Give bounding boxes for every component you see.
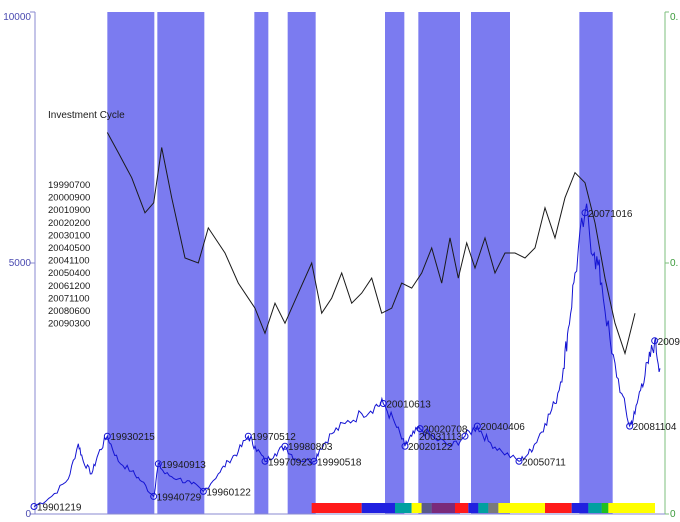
- annotation-marker-2: [103, 432, 111, 440]
- investment-cycle-line: [106, 132, 636, 356]
- annotation-marker-6: [244, 432, 252, 440]
- cycle-date-3: 20010900: [48, 205, 90, 216]
- cycle-date-7: 20041100: [48, 256, 90, 267]
- left-tick-label-0: 0: [25, 509, 31, 520]
- shaded-period-1: [107, 12, 155, 514]
- right-tick-label-0: 0: [670, 509, 676, 520]
- left-tick-label-2: 10000: [3, 12, 31, 23]
- annotation-marker-9: [310, 457, 318, 465]
- annotation-marker-5: [199, 487, 207, 495]
- cycle-title: Investment Cycle: [48, 110, 125, 121]
- annotation-label-2: 19930215: [110, 432, 155, 443]
- annotation-label-18: 20090804: [658, 337, 680, 348]
- cycle-date-11: 20080600: [48, 306, 90, 317]
- strip-segment-12: [545, 503, 572, 513]
- strip-segment-16: [608, 503, 655, 513]
- cycle-date-4: 20020200: [48, 218, 90, 229]
- annotation-label-8: 19980803: [288, 442, 333, 453]
- right-tick-label-1: 0.: [670, 258, 678, 269]
- cycle-date-1: 19990700: [48, 180, 90, 191]
- index-line: [33, 203, 661, 507]
- strip-segment-11: [498, 503, 545, 513]
- strip-segment-6: [431, 503, 455, 513]
- left-axis-ticks: 0 5000 10000: [3, 11, 35, 520]
- shaded-periods: [107, 12, 613, 514]
- annotation-marker-1: [30, 502, 38, 510]
- shaded-period-5: [385, 12, 405, 514]
- annotation-marker-7: [261, 457, 269, 465]
- annotation-marker-8: [281, 442, 289, 450]
- strip-segment-9: [478, 503, 489, 513]
- annotation-label-17: 20081104: [633, 422, 677, 433]
- annotation-marker-10: [379, 400, 387, 408]
- annotation-label-4: 19940913: [161, 460, 206, 471]
- strip-segment-15: [601, 503, 609, 513]
- strip-segment-8: [468, 503, 479, 513]
- annotation-marker-11: [401, 442, 409, 450]
- cycle-date-10: 20071100: [48, 293, 90, 304]
- annotation-label-7: 19970923: [268, 457, 313, 468]
- cycle-date-2: 20000900: [48, 193, 90, 204]
- date-annotations: 19901219 19930215 19940729 19940913 19960122…: [30, 209, 680, 513]
- strip-segment-13: [571, 503, 589, 513]
- annotation-label-6: 19970512: [251, 432, 296, 443]
- annotation-marker-3: [150, 492, 158, 500]
- strip-segment-2: [361, 503, 395, 513]
- shaded-period-4: [287, 12, 316, 514]
- annotation-marker-16: [581, 209, 589, 217]
- annotation-marker-17: [626, 422, 634, 430]
- color-strip: [311, 503, 655, 513]
- annotation-marker-12: [416, 425, 424, 433]
- right-axis-ticks: 0 0. 0.: [665, 11, 678, 520]
- annotation-label-3: 19940729: [157, 492, 202, 503]
- annotation-label-15: 20050711: [522, 457, 566, 468]
- shaded-period-3: [254, 12, 269, 514]
- strip-segment-4: [411, 503, 422, 513]
- annotation-label-1: 19901219: [37, 502, 82, 513]
- left-tick-label-1: 5000: [9, 258, 32, 269]
- strip-segment-5: [421, 503, 432, 513]
- cycle-date-12: 20090300: [48, 319, 90, 330]
- shaded-period-2: [157, 12, 205, 514]
- annotation-marker-18: [651, 337, 659, 345]
- annotation-label-9: 19990518: [317, 457, 362, 468]
- annotation-marker-14: [473, 422, 481, 430]
- cycle-date-9: 20061200: [48, 281, 90, 292]
- strip-segment-7: [455, 503, 469, 513]
- annotation-label-11: 20020122: [408, 442, 453, 453]
- strip-segment-3: [395, 503, 412, 513]
- strip-segment-14: [588, 503, 602, 513]
- strip-segment-1: [311, 503, 362, 513]
- cycle-date-6: 20040500: [48, 243, 90, 254]
- annotation-label-14: 20040406: [480, 422, 525, 433]
- annotation-label-16: 20071016: [588, 209, 633, 220]
- cycle-date-8: 20050400: [48, 268, 90, 279]
- annotation-marker-15: [515, 457, 523, 465]
- strip-segment-10: [488, 503, 499, 513]
- annotation-marker-4: [154, 460, 162, 468]
- annotation-label-5: 19960122: [206, 487, 251, 498]
- cycle-date-5: 20030100: [48, 230, 90, 241]
- annotation-label-13: 20031113: [419, 432, 462, 443]
- annotation-label-10: 20010613: [386, 400, 431, 411]
- shaded-period-7: [471, 12, 510, 514]
- right-tick-label-2: 0.: [670, 12, 678, 23]
- annotation-marker-13: [461, 432, 469, 440]
- annotation-label-12: 20020708: [423, 425, 468, 436]
